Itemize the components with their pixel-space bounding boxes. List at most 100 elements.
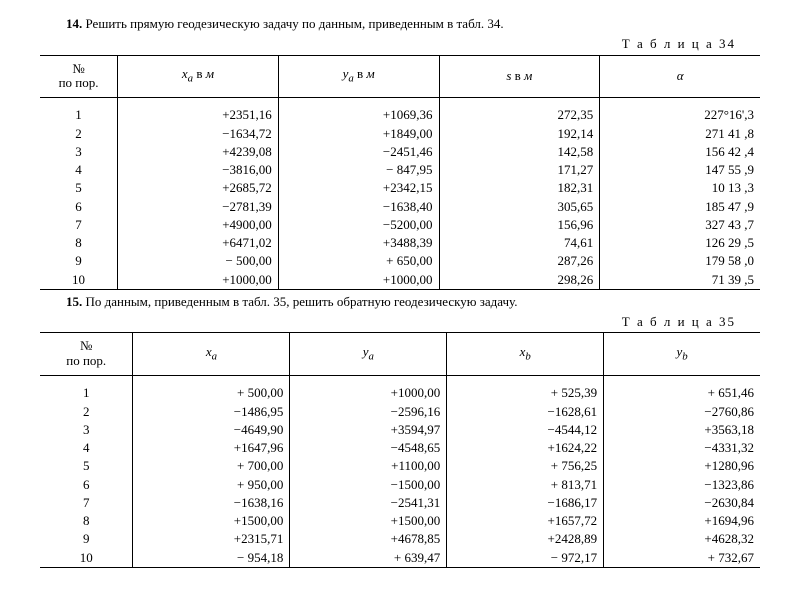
cell-xa: +1500,00: [133, 512, 290, 530]
cell-n: 9: [40, 530, 133, 548]
cell-xa: −2781,39: [118, 198, 279, 216]
cell-xa: − 954,18: [133, 549, 290, 568]
cell-yb: −2760,86: [604, 403, 760, 421]
cell-xa: −3816,00: [118, 161, 279, 179]
cell-a: 126 29 ,5: [600, 234, 760, 252]
table-row: 3−4649,90+3594,97−4544,12+3563,18: [40, 421, 760, 439]
col-idx: № по пор.: [40, 55, 118, 98]
col-xa: xa в м: [118, 55, 279, 98]
table-row: 9+2315,71+4678,85+2428,89+4628,32: [40, 530, 760, 548]
cell-s: 272,35: [439, 106, 600, 124]
cell-ya: −1500,00: [290, 476, 447, 494]
cell-ya: +2342,15: [278, 179, 439, 197]
cell-n: 10: [40, 549, 133, 568]
cell-xa: +2315,71: [133, 530, 290, 548]
table-row: 6+ 950,00−1500,00+ 813,71−1323,86: [40, 476, 760, 494]
cell-xa: −1486,95: [133, 403, 290, 421]
cell-ya: +4678,85: [290, 530, 447, 548]
task14-paragraph: 14. Решить прямую геодезическую задачу п…: [40, 16, 760, 32]
table35-label: Т а б л и ц а 35: [40, 314, 760, 330]
cell-yb: +4628,32: [604, 530, 760, 548]
task15-paragraph: 15. По данным, приведенным в табл. 35, р…: [40, 294, 760, 310]
cell-ya: +1100,00: [290, 457, 447, 475]
cell-a: 185 47 ,9: [600, 198, 760, 216]
cell-yb: + 651,46: [604, 384, 760, 402]
cell-ya: −5200,00: [278, 216, 439, 234]
cell-xa: +1647,96: [133, 439, 290, 457]
cell-xa: − 500,00: [118, 252, 279, 270]
cell-n: 6: [40, 476, 133, 494]
cell-yb: −1323,86: [604, 476, 760, 494]
cell-xa: −1634,72: [118, 125, 279, 143]
cell-n: 1: [40, 384, 133, 402]
cell-ya: + 639,47: [290, 549, 447, 568]
cell-n: 5: [40, 457, 133, 475]
cell-yb: −4331,32: [604, 439, 760, 457]
col-idx-1: №: [80, 338, 92, 353]
table-row: 5+ 700,00+1100,00+ 756,25+1280,96: [40, 457, 760, 475]
cell-xa: + 700,00: [133, 457, 290, 475]
cell-xb: +2428,89: [447, 530, 604, 548]
cell-yb: +3563,18: [604, 421, 760, 439]
cell-xb: + 756,25: [447, 457, 604, 475]
cell-xb: +1624,22: [447, 439, 604, 457]
col-xa: xa: [133, 333, 290, 376]
cell-n: 7: [40, 216, 118, 234]
col-idx-2: по пор.: [66, 353, 106, 368]
table-row: 6−2781,39−1638,40305,65185 47 ,9: [40, 198, 760, 216]
cell-ya: +1849,00: [278, 125, 439, 143]
cell-xa: +2685,72: [118, 179, 279, 197]
cell-xa: + 500,00: [133, 384, 290, 402]
table34-header-row: № по пор. xa в м ya в м s в м α: [40, 55, 760, 98]
cell-xa: +4900,00: [118, 216, 279, 234]
cell-n: 4: [40, 161, 118, 179]
cell-n: 3: [40, 143, 118, 161]
cell-xb: − 972,17: [447, 549, 604, 568]
cell-xa: −4649,90: [133, 421, 290, 439]
col-alpha: α: [600, 55, 760, 98]
table35-header-row: № по пор. xa ya xb yb: [40, 333, 760, 376]
cell-xb: + 525,39: [447, 384, 604, 402]
table-row: 4−3816,00− 847,95171,27147 55 ,9: [40, 161, 760, 179]
cell-n: 6: [40, 198, 118, 216]
cell-xb: + 813,71: [447, 476, 604, 494]
cell-xb: −1628,61: [447, 403, 604, 421]
table-row: 7−1638,16−2541,31−1686,17−2630,84: [40, 494, 760, 512]
cell-ya: −1638,40: [278, 198, 439, 216]
task14-text: Решить прямую геодезическую задачу по да…: [86, 16, 504, 31]
cell-n: 8: [40, 512, 133, 530]
cell-xa: +6471,02: [118, 234, 279, 252]
table-row: 2−1486,95−2596,16−1628,61−2760,86: [40, 403, 760, 421]
task15-text: По данным, приведенным в табл. 35, решит…: [86, 294, 518, 309]
cell-ya: −4548,65: [290, 439, 447, 457]
cell-yb: −2630,84: [604, 494, 760, 512]
col-yb: yb: [604, 333, 760, 376]
cell-a: 71 39 ,5: [600, 271, 760, 290]
cell-xb: −1686,17: [447, 494, 604, 512]
cell-n: 4: [40, 439, 133, 457]
cell-ya: +3488,39: [278, 234, 439, 252]
cell-ya: + 650,00: [278, 252, 439, 270]
cell-xa: +2351,16: [118, 106, 279, 124]
cell-ya: − 847,95: [278, 161, 439, 179]
cell-ya: −2541,31: [290, 494, 447, 512]
cell-ya: −2451,46: [278, 143, 439, 161]
table-row: 8+6471,02+3488,3974,61126 29 ,5: [40, 234, 760, 252]
cell-s: 182,31: [439, 179, 600, 197]
cell-n: 3: [40, 421, 133, 439]
table-row: 2−1634,72+1849,00192,14271 41 ,8: [40, 125, 760, 143]
table-row: 10− 954,18+ 639,47− 972,17+ 732,67: [40, 549, 760, 568]
table-35: № по пор. xa ya xb yb 1+ 500,00+1000,00+…: [40, 332, 760, 567]
cell-xa: + 950,00: [133, 476, 290, 494]
cell-s: 287,26: [439, 252, 600, 270]
table-row: 1+2351,16+1069,36272,35227°16',3: [40, 106, 760, 124]
cell-a: 147 55 ,9: [600, 161, 760, 179]
cell-a: 10 13 ,3: [600, 179, 760, 197]
cell-xb: −4544,12: [447, 421, 604, 439]
table-row: 9− 500,00+ 650,00287,26179 58 ,0: [40, 252, 760, 270]
table-row: 5+2685,72+2342,15182,3110 13 ,3: [40, 179, 760, 197]
cell-s: 305,65: [439, 198, 600, 216]
cell-xa: +1000,00: [118, 271, 279, 290]
task15-number: 15.: [66, 294, 82, 309]
cell-yb: +1280,96: [604, 457, 760, 475]
